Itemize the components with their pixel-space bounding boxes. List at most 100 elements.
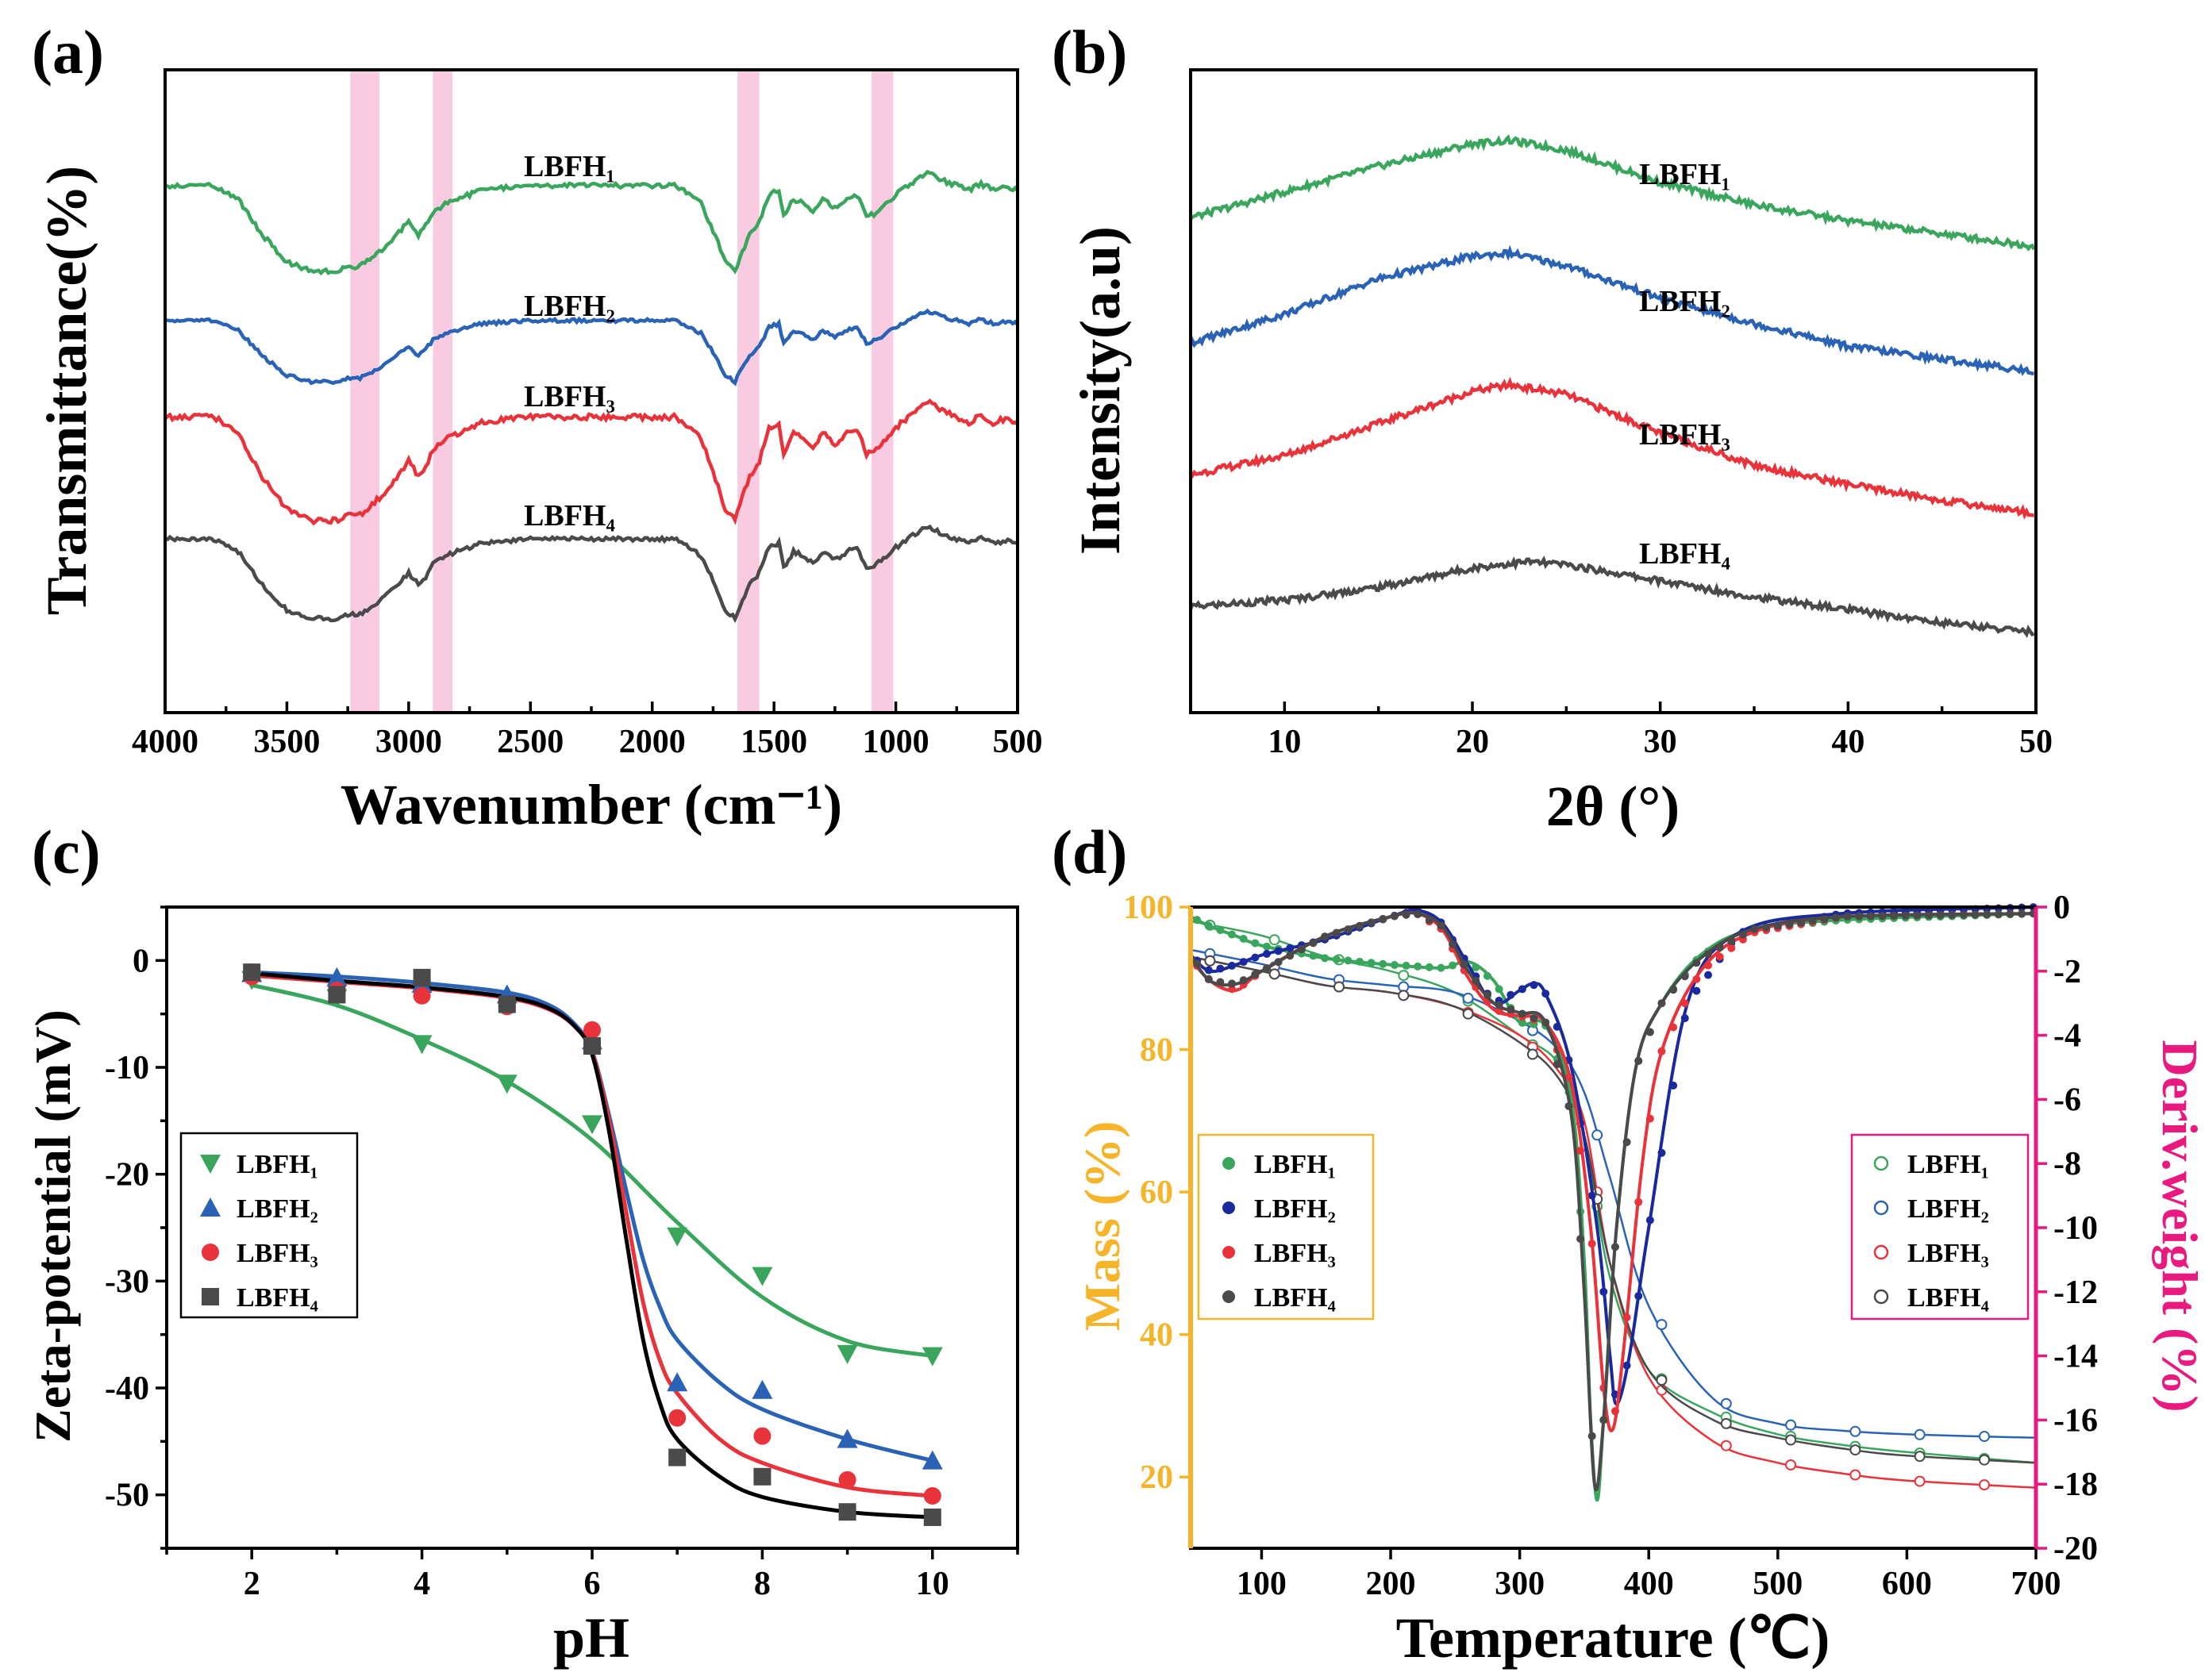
d-legend-right-marker-2 [1873, 1200, 1889, 1216]
c-point-3 [753, 1427, 772, 1445]
d-deriv-marker-3 [1680, 999, 1689, 1008]
d-deriv-marker-4 [1831, 913, 1840, 922]
d-deriv-marker-4 [1610, 1243, 1619, 1251]
d-deriv-marker-4 [1634, 1056, 1643, 1065]
panel-d-tga: (d) 100 200 300 400 500 600 700 20 40 60 80 100 0 -2 -… [1052, 817, 2205, 1670]
d-deriv-marker-4 [1785, 920, 1794, 928]
c-legend: LBFH₁ LBFH₂ LBFH₃ LBFH₄ [179, 1132, 359, 1319]
d-ytick-right-label: 0 [2053, 890, 2070, 926]
panel-a-label: (a) [32, 17, 104, 86]
d-xtick-label: 500 [1753, 1566, 1803, 1602]
d-ticks: 100 200 300 400 500 600 700 20 40 60 80 100 0 -2 -4 -6 -… [1123, 890, 2098, 1602]
c-ytick-label: -20 [105, 1157, 149, 1194]
d-mass-lines [1190, 919, 2037, 1491]
d-deriv-marker-1 [1216, 926, 1225, 935]
c-ylabel: Zeta-potential (mV) [25, 1009, 81, 1443]
a-label-lbfh3: LBFH₃ [524, 380, 615, 413]
d-deriv-marker-2 [1704, 971, 1713, 979]
d-deriv-marker-1 [1483, 971, 1491, 980]
d-deriv-marker-4 [1425, 916, 1433, 925]
d-deriv-marker-4 [1890, 912, 1899, 921]
d-deriv-marker-4 [1843, 913, 1852, 921]
c-xtick-label: 8 [754, 1566, 771, 1602]
d-deriv-marker-2 [1645, 1216, 1654, 1224]
d-deriv-marker-4 [1356, 921, 1364, 930]
d-deriv-marker-4 [1925, 911, 1934, 920]
d-deriv-marker-1 [1414, 962, 1422, 971]
c-ytick-label: 0 [133, 943, 149, 979]
d-legend-right-marker-4 [1873, 1289, 1889, 1305]
d-deriv-marker-2 [1669, 1081, 1678, 1090]
d-deriv-marker-4 [1855, 912, 1864, 921]
b-series-lines [1188, 134, 2036, 638]
d-deriv-marker-4 [1402, 910, 1410, 919]
d-deriv-marker-2 [1680, 1014, 1689, 1023]
d-deriv-marker-3 [1622, 1313, 1631, 1322]
d-deriv-marker-2 [1228, 961, 1237, 970]
b-line-1 [1189, 134, 2036, 252]
d-deriv-marker-2 [1239, 958, 1248, 967]
d-deriv-marker-4 [1530, 1013, 1538, 1022]
d-legend-right-marker-3 [1873, 1244, 1889, 1260]
b-xlabel: 2θ (°) [1546, 775, 1680, 838]
d-mass-marker-3 [1978, 1479, 1990, 1491]
d-mass-marker-3 [1914, 1475, 1926, 1487]
c-point-4 [583, 1037, 601, 1055]
c-point-1 [922, 1347, 943, 1367]
c-ytick-label: -50 [105, 1478, 149, 1514]
d-ytick-right-label: -6 [2053, 1082, 2081, 1118]
d-deriv-marker-2 [1541, 990, 1550, 998]
d-xtick-label: 200 [1366, 1566, 1416, 1602]
d-deriv-marker-1 [1437, 963, 1445, 972]
d-deriv-marker-4 [1715, 944, 1724, 952]
c-point-2 [667, 1372, 688, 1392]
d-mass-marker-4 [1978, 1454, 1990, 1466]
c-point-4 [498, 995, 516, 1013]
a-xtick-label: 2500 [497, 724, 564, 760]
d-xtick-label: 700 [2011, 1566, 2061, 1602]
d-deriv-marker-1 [1228, 930, 1237, 939]
d-deriv-marker-4 [1878, 912, 1887, 921]
a-xtick-label: 1000 [863, 724, 929, 760]
d-mass-marker-4 [1398, 990, 1410, 1001]
b-axes-frame [1189, 68, 2038, 714]
d-mass-marker-4 [1720, 1417, 1732, 1429]
c-legend-lbfh2: LBFH₂ [237, 1194, 318, 1224]
c-xtick-label: 6 [584, 1566, 601, 1602]
d-deriv-marker-4 [1390, 912, 1399, 921]
c-point-2 [922, 1450, 943, 1470]
d-deriv-marker-2 [1530, 981, 1538, 990]
c-legend-lbfh4: LBFH₄ [237, 1283, 318, 1313]
d-deriv-marker-4 [1797, 918, 1806, 927]
c-point-3 [838, 1470, 856, 1489]
a-series-lines [164, 169, 1019, 624]
c-point-4 [413, 968, 431, 986]
d-deriv-marker-4 [1518, 1009, 1526, 1018]
c-point-1 [582, 1115, 602, 1135]
c-ytick-label: -10 [105, 1050, 149, 1086]
a-line-2 [164, 308, 1019, 386]
d-deriv-marker-4 [1704, 950, 1713, 959]
d-deriv-marker-4 [1587, 1432, 1596, 1440]
d-deriv-marker-4 [1692, 959, 1701, 967]
d-deriv-marker-4 [1460, 960, 1468, 969]
c-point-1 [667, 1227, 688, 1247]
d-legend-left-lbfh2: LBFH₂ [1254, 1194, 1336, 1224]
d-deriv-marker-4 [1379, 915, 1387, 924]
d-deriv-marker-4 [1936, 911, 1945, 920]
d-deriv-marker-3 [1228, 985, 1237, 994]
d-deriv-marker-4 [1680, 972, 1689, 981]
d-legend-left-lbfh4: LBFH₄ [1254, 1283, 1336, 1313]
d-deriv-marker-4 [1321, 932, 1330, 941]
d-deriv-marker-4 [1901, 911, 1910, 920]
b-x-ticks: 10 20 30 40 50 [1268, 702, 2053, 760]
c-ytick-label: -40 [105, 1371, 149, 1407]
d-deriv-marker-2 [1657, 1148, 1666, 1157]
d-ytick-right-label: -18 [2053, 1467, 2098, 1503]
d-deriv-marker-3 [1645, 1114, 1654, 1123]
d-ytick-right-label: -2 [2053, 954, 2081, 990]
c-point-1 [837, 1344, 858, 1364]
d-deriv-marker-2 [1634, 1292, 1643, 1301]
d-deriv-marker-1 [1402, 961, 1410, 970]
d-mass-marker-4 [1526, 1048, 1538, 1060]
